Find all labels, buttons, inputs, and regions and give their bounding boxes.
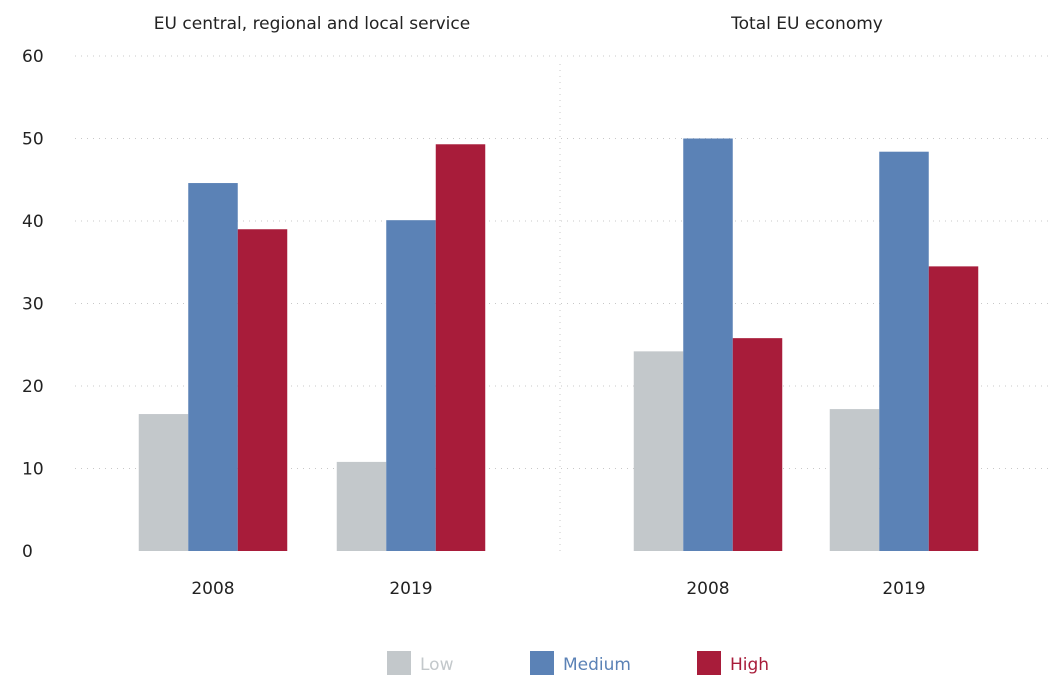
bar-high-2008 (732, 338, 783, 551)
bar-low-2019 (829, 409, 880, 551)
bar-medium-2008 (683, 138, 733, 551)
y-tick-label: 40 (22, 212, 44, 232)
bar-medium-2019 (386, 220, 436, 552)
y-tick-label: 10 (22, 460, 44, 480)
x-category-label: 2019 (882, 579, 925, 599)
legend-label-medium: Medium (563, 655, 631, 675)
legend-swatch-low (387, 651, 411, 675)
y-tick-label: 60 (22, 47, 44, 67)
bar-low-2008 (138, 414, 189, 551)
x-category-label: 2008 (191, 579, 234, 599)
legend-label-low: Low (420, 655, 454, 675)
legend-swatch-high (697, 651, 721, 675)
y-tick-label: 30 (22, 295, 44, 315)
legend-swatch-medium (530, 651, 554, 675)
bar-high-2008 (237, 229, 288, 551)
legend-label-high: High (730, 655, 769, 675)
bar-medium-2008 (188, 183, 238, 552)
bar-medium-2019 (879, 151, 929, 551)
y-tick-label: 50 (22, 130, 44, 150)
panel-title: EU central, regional and local service (154, 14, 470, 34)
bar-low-2008 (633, 351, 684, 551)
bar-high-2019 (435, 144, 486, 551)
bar-low-2019 (336, 461, 387, 551)
y-tick-label: 20 (22, 377, 44, 397)
x-category-label: 2008 (686, 579, 729, 599)
panel-title: Total EU economy (730, 14, 883, 34)
x-category-label: 2019 (389, 579, 432, 599)
bar-high-2019 (928, 266, 979, 551)
y-tick-label: 0 (22, 542, 33, 562)
